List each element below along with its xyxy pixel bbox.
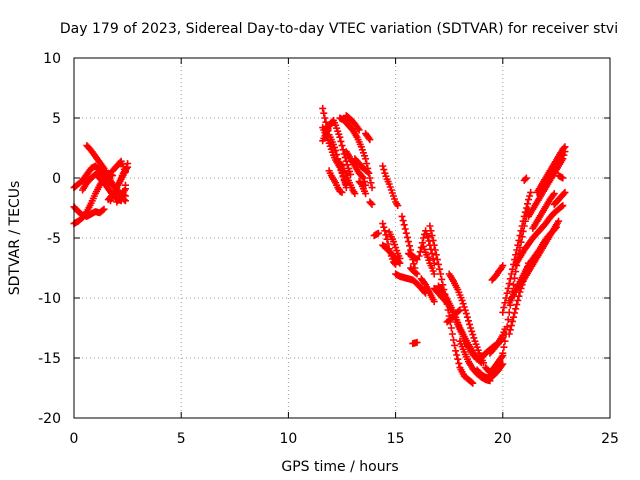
y-tick-label: -20 — [38, 411, 61, 427]
y-axis-label: SDTVAR / TECUs — [7, 181, 23, 296]
x-tick-label: 20 — [494, 431, 512, 447]
x-tick-label: 25 — [601, 431, 619, 447]
x-tick-label: 10 — [279, 431, 297, 447]
x-tick-label: 0 — [70, 431, 79, 447]
y-tick-label: 5 — [52, 111, 61, 127]
x-axis-label: GPS time / hours — [281, 459, 398, 475]
axis-ticks: 0 5 10 15 20 25 -20 -15 -10 -5 0 5 10 — [38, 51, 619, 447]
y-tick-label: 10 — [43, 51, 61, 67]
y-tick-label: -5 — [47, 231, 61, 247]
y-tick-label: 0 — [52, 171, 61, 187]
x-tick-label: 5 — [177, 431, 186, 447]
y-tick-label: -10 — [38, 291, 61, 307]
x-tick-label: 15 — [387, 431, 405, 447]
chart-title: Day 179 of 2023, Sidereal Day-to-day VTE… — [60, 21, 618, 37]
y-tick-label: -15 — [38, 351, 61, 367]
